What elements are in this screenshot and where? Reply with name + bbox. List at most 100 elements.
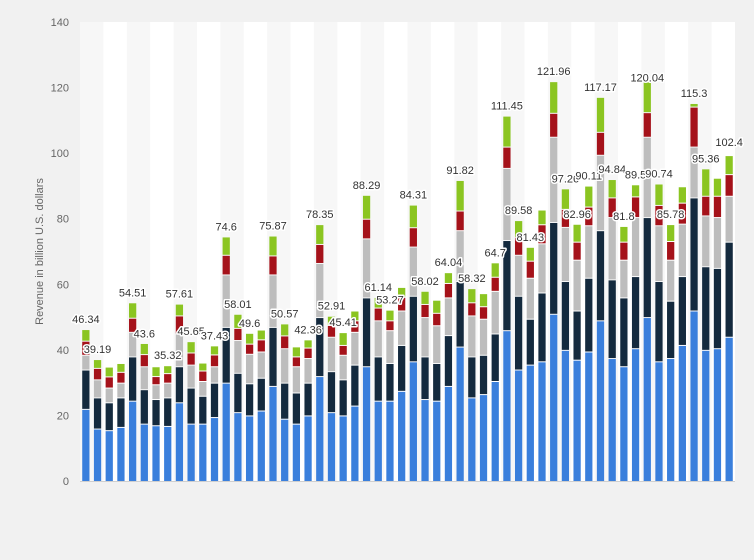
bar-stack [596,97,605,481]
bar-stack [257,330,265,481]
bar-segment [339,333,347,345]
bar-segment [339,380,347,416]
data-label: 64.7 [485,247,506,259]
bar-segment [187,365,195,388]
bar-segment [316,377,324,481]
bar-segment [631,197,640,218]
bar-segment [561,282,570,350]
bar-segment [281,336,289,349]
bar-segment [538,362,546,481]
bar-stack [316,225,324,481]
bar-segment [678,224,686,277]
data-label: 95.36 [692,153,720,165]
bar-stack [608,180,616,481]
bar-segment [210,355,219,367]
bar-segment [152,385,160,400]
bar-segment [398,287,406,297]
data-label: 82.96 [563,209,591,221]
bar-segment [421,318,429,357]
bar-stack [713,178,722,481]
bar-segment [433,300,441,313]
bar-segment [386,331,394,363]
bar-stack [702,169,710,481]
bar-segment [538,210,546,225]
bar-segment [643,318,651,481]
bar-segment [585,278,593,352]
bar-segment [222,237,230,255]
bar-segment [655,282,663,362]
bar-stack [444,273,453,481]
bar-segment [117,372,125,383]
bar-stack [187,342,195,482]
data-label: 50.57 [271,308,299,320]
bar-segment [573,311,581,360]
bar-segment [725,337,733,481]
bar-segment [550,113,558,137]
bar-segment [175,304,184,316]
bar-segment [269,236,277,256]
bar-stack [82,330,90,481]
bar-segment [421,304,429,318]
bar-segment [456,180,464,211]
bar-segment [187,353,195,365]
bar-segment [199,371,207,381]
bar-stack [538,210,546,481]
bar-segment [725,242,733,337]
bar-segment [468,357,476,398]
bar-segment [117,363,125,372]
bar-segment [526,278,534,319]
bar-segment [491,334,499,381]
bar-segment [187,342,195,353]
bar-segment [725,175,733,196]
bar-segment [468,303,476,316]
y-tick-label: 60 [57,279,69,291]
bar-segment [608,198,616,218]
bar-segment [631,349,640,481]
bar-segment [362,239,371,298]
bar-segment [351,311,359,321]
bar-segment [199,424,207,482]
bar-segment [491,277,499,291]
bar-segment [164,374,172,383]
bar-segment [561,209,570,227]
data-label: 84.31 [400,190,428,202]
bar-segment [608,359,616,481]
bar-segment [444,273,453,283]
bar-segment [514,237,523,255]
bar-segment [655,205,663,226]
bar-segment [362,298,371,367]
bar-segment [456,347,464,481]
bar-segment [292,357,301,367]
bar-segment [292,347,301,357]
bar-stack [456,180,464,481]
bar-segment [573,360,581,481]
data-label: 58.32 [458,273,486,285]
bar-segment [140,424,148,482]
bar-segment [164,366,172,374]
bar-segment [398,311,406,345]
data-label: 97.26 [552,173,580,185]
bar-segment [409,362,417,481]
bar-segment [327,316,336,325]
data-label: 49.6 [239,318,260,330]
bar-segment [479,355,488,395]
bar-segment [409,247,417,296]
bar-segment [608,218,616,280]
data-label: 94.84 [598,164,626,176]
bar-segment [690,198,698,311]
bar-segment [82,355,90,370]
bar-segment [351,321,359,332]
bar-segment [327,413,336,481]
bar-segment [690,103,698,107]
bar-segment [713,218,722,268]
bar-segment [245,344,254,354]
data-label: 39.19 [84,344,112,356]
bar-segment [327,337,336,372]
bar-segment [678,203,686,224]
bar-stack [129,303,137,481]
data-label: 81.43 [517,232,545,244]
bar-segment [620,260,628,298]
bar-segment [444,283,453,298]
bar-segment [643,80,651,113]
